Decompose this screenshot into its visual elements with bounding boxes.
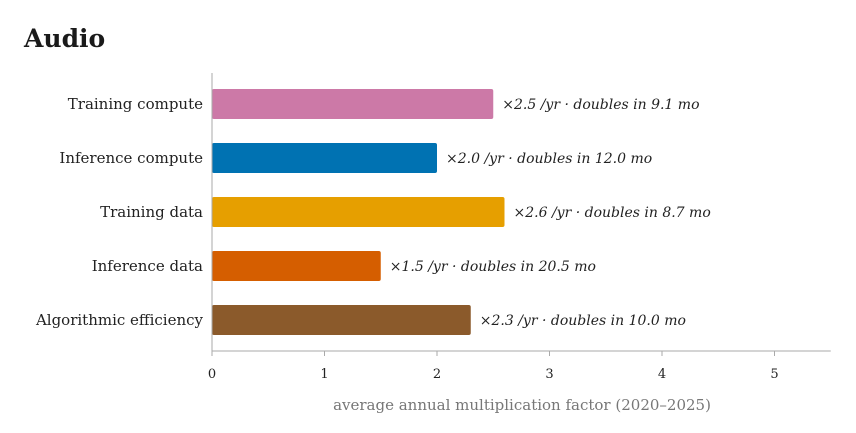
- bar: [212, 197, 505, 227]
- x-tick-label: 3: [545, 367, 553, 382]
- bars-layer: ×2.5 /yr · doubles in 9.1 mo ×2.0 /yr · d…: [212, 89, 711, 335]
- chart-title: Audio: [24, 24, 106, 53]
- x-tick-label: 2: [433, 367, 441, 382]
- bar-annotation: ×1.5 /yr · doubles in 20.5 mo: [390, 259, 596, 275]
- bar: [212, 143, 437, 173]
- axes-layer: Training compute Inference compute Trainin…: [35, 73, 831, 382]
- category-label: Inference compute: [59, 149, 203, 167]
- bar-annotation: ×2.6 /yr · doubles in 8.7 mo: [514, 205, 711, 221]
- bar-annotation: ×2.3 /yr · doubles in 10.0 mo: [480, 313, 686, 329]
- bar-annotation: ×2.5 /yr · doubles in 9.1 mo: [502, 97, 699, 113]
- category-label: Training data: [100, 203, 203, 221]
- category-label: Inference data: [92, 257, 203, 275]
- x-tick-label: 0: [208, 367, 216, 382]
- x-tick-label: 1: [320, 367, 328, 382]
- bar: [212, 251, 381, 281]
- x-tick-label: 4: [658, 367, 666, 382]
- bar-annotation: ×2.0 /yr · doubles in 12.0 mo: [446, 151, 652, 167]
- category-label: Training compute: [68, 95, 203, 113]
- bar: [212, 89, 494, 119]
- category-label: Algorithmic efficiency: [35, 311, 204, 329]
- bar: [212, 305, 471, 335]
- x-tick-label: 5: [770, 367, 778, 382]
- x-axis-title: average annual multiplication factor (20…: [333, 396, 711, 414]
